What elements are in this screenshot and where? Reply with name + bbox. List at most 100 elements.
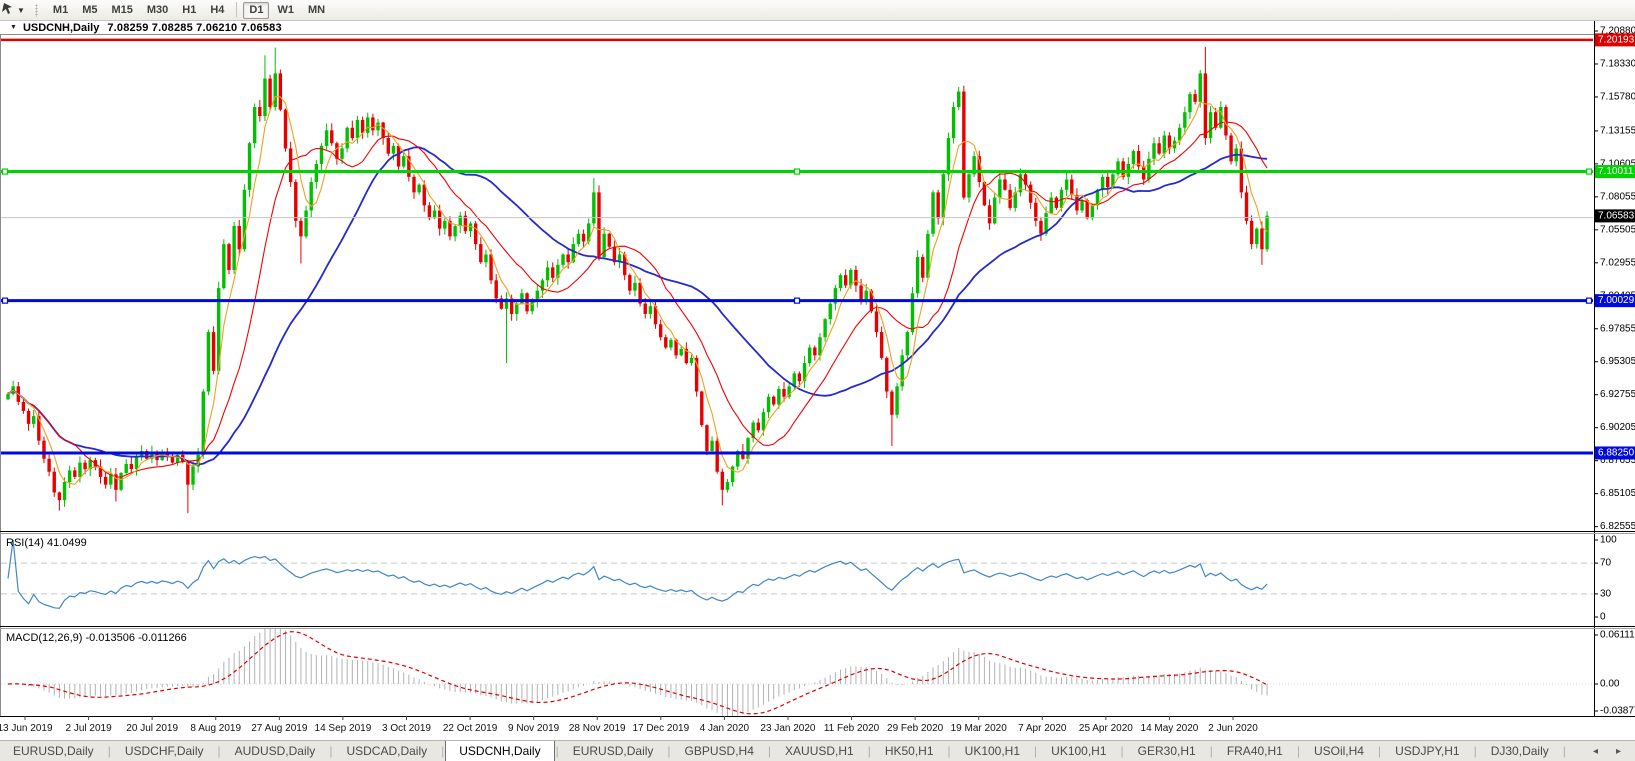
ma-14-line [7,121,1268,478]
chart-tab-USDJPYH1-14[interactable]: USDJPY,H1 [1395,744,1460,758]
date-tick-label: 23 Jan 2020 [760,723,815,734]
tab-divider: | [767,744,772,758]
tab-divider: | [1377,744,1382,758]
price-line-box-7.20193 [1595,33,1635,47]
chart-tab-USDCHFDaily-1[interactable]: USDCHF,Daily [124,744,204,758]
rsi-axis-label: 70 [1600,558,1612,569]
macd-label: MACD(12,26,9) -0.013506 -0.011266 [6,632,187,644]
chart-tab-HK50H1-8[interactable]: HK50,H1 [884,744,934,758]
macd-panel[interactable] [1,626,1594,717]
chart-symbol-label: USDCNH,Daily [22,21,100,34]
tab-divider: | [329,744,333,758]
tab-divider: | [555,744,559,758]
hline-handle[interactable] [1,297,9,304]
chart-tab-FRA40H1-12[interactable]: FRA40,H1 [1226,744,1283,758]
date-tick-label: 13 Jun 2019 [0,723,53,734]
chart-tab-UK100H1-10[interactable]: UK100,H1 [1051,744,1107,758]
chart-tab-USOilH4-13[interactable]: USOil,H4 [1313,744,1364,758]
cursor-tool-icon[interactable] [0,3,15,18]
chart-tab-XAUUSDH1-7[interactable]: XAUUSD,H1 [785,744,854,758]
date-axis[interactable]: 13 Jun 2019 2 Jul 2019 20 Jul 2019 8 Aug 20… [0,716,1258,734]
price-line-box-7.20193-label: 7.20193 [1598,34,1635,45]
hline-handle[interactable] [1585,168,1593,175]
date-tick-label: 27 Aug 2019 [251,723,308,734]
timeframe-button-MN[interactable]: MN [302,2,331,19]
tab-divider: | [1209,744,1213,758]
date-tick-label: 20 Jul 2019 [126,723,178,734]
ma-5-line [7,95,1268,486]
rsi-axis-label: 30 [1600,588,1612,599]
rsi-panel[interactable] [1,539,1594,609]
price-axis[interactable]: 7.20880 7.18330 7.15780 7.13155 7.10605 7.080… [1594,26,1635,717]
rsi-axis-label: 0 [1600,612,1606,623]
price-tick-label: 7.05505 [1600,224,1635,235]
hline-handle[interactable] [793,297,801,304]
chart-tab-DJ30Daily-15[interactable]: DJ30,Daily [1490,744,1549,758]
chart-tab-UK100H1-9[interactable]: UK100,H1 [964,744,1021,758]
chart-tab-USDCNHDaily-4[interactable]: USDCNH,Daily [445,741,555,761]
candles-layer [6,46,1269,514]
chart-background [0,21,1635,740]
tab-divider: | [1120,744,1124,758]
chart-tab-GER30H1-11[interactable]: GER30,H1 [1137,744,1196,758]
date-tick-label: 25 Apr 2020 [1079,723,1133,734]
price-tick-label: 7.13155 [1600,125,1635,136]
chart-tab-bar: EURUSD,Daily | USDCHF,Daily | AUDUSD,Daily | U… [0,740,1635,761]
price-tick-label: 7.08055 [1600,191,1635,202]
hline-handle[interactable] [793,168,801,175]
date-tick-label: 14 May 2020 [1141,723,1199,734]
main-price-panel[interactable] [0,38,1594,514]
timeframe-button-M15[interactable]: M15 [105,2,138,19]
rsi-line [7,539,1268,609]
timeframe-button-H4[interactable]: H4 [204,2,230,19]
date-tick-label: 19 Mar 2020 [951,723,1008,734]
price-tick-label: 6.97855 [1600,323,1635,334]
price-tick-label: 7.20880 [1600,26,1635,37]
price-tick-label: 6.92755 [1600,389,1635,400]
timeframe-button-D1[interactable]: D1 [243,1,270,19]
timeframe-button-M5[interactable]: M5 [76,2,103,19]
price-line-box-7.00029 [1595,294,1635,308]
price-line-box-7.10011 [1595,165,1635,179]
price-tick-label: 7.18330 [1600,58,1635,69]
timeframe-button-M30[interactable]: M30 [141,2,174,19]
rsi-label: RSI(14) 41.0499 [6,537,87,549]
hline-handle[interactable] [1,168,9,175]
macd-histogram [12,629,1268,716]
date-tick-label: 22 Oct 2019 [443,723,498,734]
price-tick-label: 7.15780 [1600,91,1635,102]
date-tick-label: 7 Apr 2020 [1018,723,1067,734]
rsi-axis-label: 100 [1600,535,1617,546]
hline-handle[interactable] [1585,297,1593,304]
timeframe-toolbar: ▼ M1 M5 M15 M30 H1 H4 D1 W1 MN [0,0,1635,21]
timeframe-button-H1[interactable]: H1 [176,2,202,19]
collapse-triangle-icon[interactable]: ▼ [10,24,17,31]
chart-tab-GBPUSDH4-6[interactable]: GBPUSD,H4 [684,744,754,758]
chart-tab-USDCADDaily-3[interactable]: USDCAD,Daily [346,744,428,758]
ma-34-line [7,146,1268,466]
date-tick-label: 29 Feb 2020 [887,723,944,734]
dropdown-caret-icon[interactable]: ▼ [17,5,25,15]
date-tick-label: 14 Sep 2019 [315,723,372,734]
chart-tab-EURUSDDaily-5[interactable]: EURUSD,Daily [572,744,654,758]
date-tick-label: 17 Dec 2019 [632,723,689,734]
tab-scroll-left-icon[interactable]: ◂ [1592,745,1598,757]
toolbar-grip [34,3,38,17]
date-tick-label: 2 Jul 2019 [66,723,113,734]
tab-scroll-right-icon[interactable]: ▸ [1615,745,1621,757]
macd-axis-label: 0.00 [1600,679,1620,690]
tab-divider: | [1296,744,1300,758]
toolbar-separator [236,1,238,17]
price-line-box-7.00029-label: 7.00029 [1598,295,1635,306]
price-line-box-6.88250 [1595,446,1635,460]
price-tick-label: 7.10605 [1600,158,1635,169]
chart-tab-AUDUSDDaily-2[interactable]: AUDUSD,Daily [234,744,316,758]
timeframe-button-M1[interactable]: M1 [47,2,74,19]
timeframe-button-W1[interactable]: W1 [271,2,300,19]
tab-divider: | [1034,744,1038,758]
tab-divider: | [1562,744,1566,758]
chart-tab-EURUSDDaily-0[interactable]: EURUSD,Daily [13,744,94,758]
price-line-box-7.10011-label: 7.10011 [1598,166,1634,177]
price-tick-label: 7.02955 [1600,257,1635,268]
